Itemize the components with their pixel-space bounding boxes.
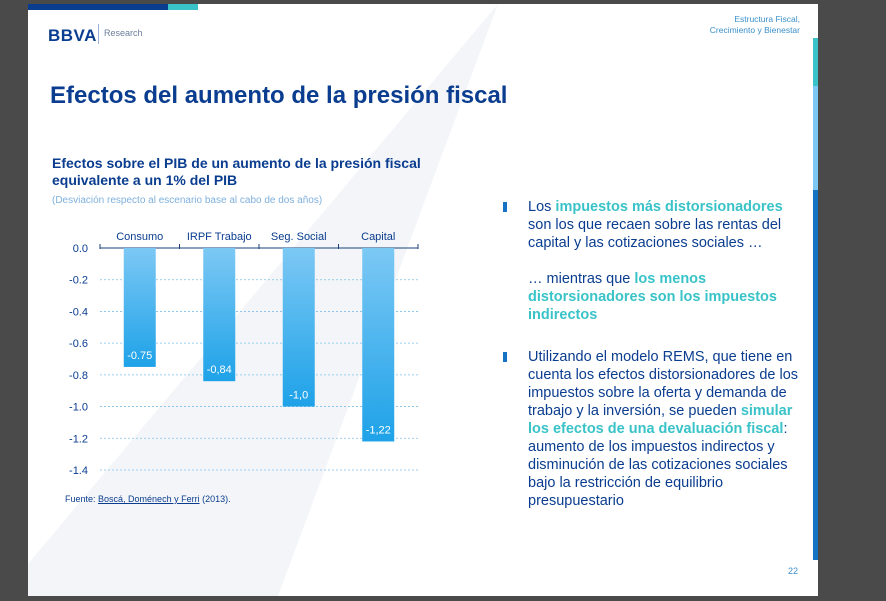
source-link[interactable]: Boscá, Doménech y Ferri	[98, 494, 200, 504]
document-title-line1: Estructura Fiscal,	[734, 14, 800, 24]
source-suffix: (2013).	[199, 494, 231, 504]
category-label: Capital	[361, 231, 395, 243]
bar-chart: 0.0 -0.2 -0.4 -0.6 -0.8 -1.0 -1.2 -1.4 Consumo -0…	[69, 231, 419, 477]
y-tick-label: -1.2	[69, 433, 88, 445]
chart-subtitle: (Desviación respecto al escenario base a…	[52, 195, 323, 206]
side-accent-bar	[813, 38, 818, 86]
side-accent-bar	[813, 190, 818, 560]
logo-subtitle: Research	[104, 28, 143, 38]
chart-title: Efectos sobre el PIB de un aumento de la…	[52, 155, 421, 188]
bar-irpf-trabajo	[203, 248, 236, 382]
data-label: -0,84	[207, 364, 232, 376]
bullet-item-rems: Utilizando el modelo REMS, que tiene en …	[503, 348, 803, 510]
data-label: -1,0	[289, 390, 308, 402]
top-accent-bar	[28, 4, 168, 10]
y-tick-label: 0.0	[73, 243, 88, 255]
bullet-text: son los que recaen sobre las rentas del …	[528, 217, 782, 251]
bar-consumo	[123, 248, 156, 367]
y-tick-label: -1.0	[69, 402, 88, 414]
document-title-line2: Crecimiento y Bienestar	[709, 25, 800, 35]
y-tick-label: -0.8	[69, 370, 88, 382]
source-prefix: Fuente:	[65, 494, 99, 504]
bullet-continuation: … mientras que los menos distorsionadore…	[503, 270, 803, 324]
slide: BBVA Research Estructura Fiscal, Crecimi…	[28, 4, 818, 596]
bullet-list: Los impuestos más distorsionadores son l…	[503, 198, 803, 510]
page-number: 22	[787, 566, 798, 576]
bullet-text: : aumento de los impuestos indirectos y …	[528, 421, 788, 509]
side-accent-bar	[813, 86, 818, 190]
category-label: IRPF Trabajo	[187, 231, 252, 243]
background-diagonal	[28, 4, 818, 596]
bullet-marker-icon	[503, 202, 507, 212]
top-accent-bar	[168, 4, 198, 10]
logo-separator	[98, 24, 99, 44]
document-title: Estructura Fiscal, Crecimiento y Bienest…	[710, 14, 800, 36]
bar-capital	[362, 248, 395, 442]
data-label: -0.75	[127, 350, 152, 362]
bullet-text: … mientras que	[528, 271, 635, 287]
bullet-highlight: simular los efectos de una devaluación f…	[528, 403, 793, 437]
bullet-highlight: impuestos más distorsionadores	[555, 199, 783, 215]
category-label: Seg. Social	[271, 231, 327, 243]
category-label: Consumo	[116, 231, 163, 243]
bullet-text: Los	[528, 199, 556, 215]
y-tick-label: -0.6	[69, 338, 88, 350]
chart-source: Fuente: Boscá, Doménech y Ferri (2013).	[65, 494, 231, 504]
bullet-highlight: los menos distorsionadores son los impue…	[528, 271, 777, 323]
bullet-item-taxes: Los impuestos más distorsionadores son l…	[503, 198, 803, 252]
y-tick-label: -0.4	[69, 306, 88, 318]
bullet-marker-icon	[503, 352, 507, 362]
bullet-text: Utilizando el modelo REMS, que tiene en …	[528, 349, 799, 419]
y-tick-label: -0.2	[69, 275, 88, 287]
bar-seg-social	[282, 248, 315, 407]
bbva-logo: BBVA	[48, 26, 97, 45]
data-label: -1,22	[366, 424, 391, 436]
y-tick-label: -1.4	[69, 465, 88, 477]
slide-title: Efectos del aumento de la presión fiscal	[50, 82, 508, 109]
